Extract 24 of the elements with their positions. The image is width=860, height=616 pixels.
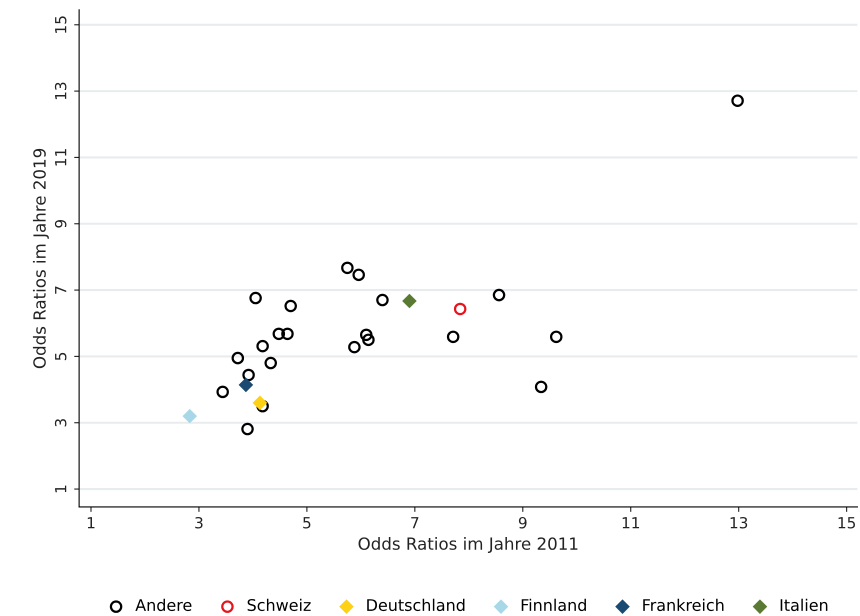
y-tick-label: 7	[55, 286, 66, 294]
y-tick-label: 1	[55, 486, 66, 492]
x-axis-title: Odds Ratios im Jahre 2011	[358, 537, 578, 554]
legend-label: Deutschland	[367, 598, 464, 612]
legend-label: Italien	[780, 598, 828, 612]
y-tick-label: 11	[55, 149, 66, 166]
x-tick-label: 13	[730, 516, 748, 529]
x-tick-label: 1	[88, 517, 94, 528]
y-tick-label: 15	[55, 16, 66, 33]
legend-label: Schweiz	[248, 598, 311, 612]
x-tick-label: 7	[411, 517, 418, 528]
legend-label: Andere	[135, 598, 192, 612]
x-tick-label: 9	[518, 516, 527, 529]
x-tick-label: 5	[303, 517, 310, 529]
x-tick-label: 15	[838, 517, 856, 529]
y-tick-label: 9	[54, 220, 66, 228]
legend-label: Finnland	[522, 598, 586, 612]
legend-label: Frankreich	[643, 598, 724, 612]
x-tick-label: 3	[195, 516, 203, 529]
y-tick-label: 5	[55, 352, 66, 360]
y-tick-label: 3	[54, 419, 66, 426]
y-tick-label: 13	[54, 82, 66, 100]
y-axis-title: Odds Ratios im Jahre 2019	[32, 148, 49, 368]
x-tick-label: 11	[622, 517, 640, 528]
